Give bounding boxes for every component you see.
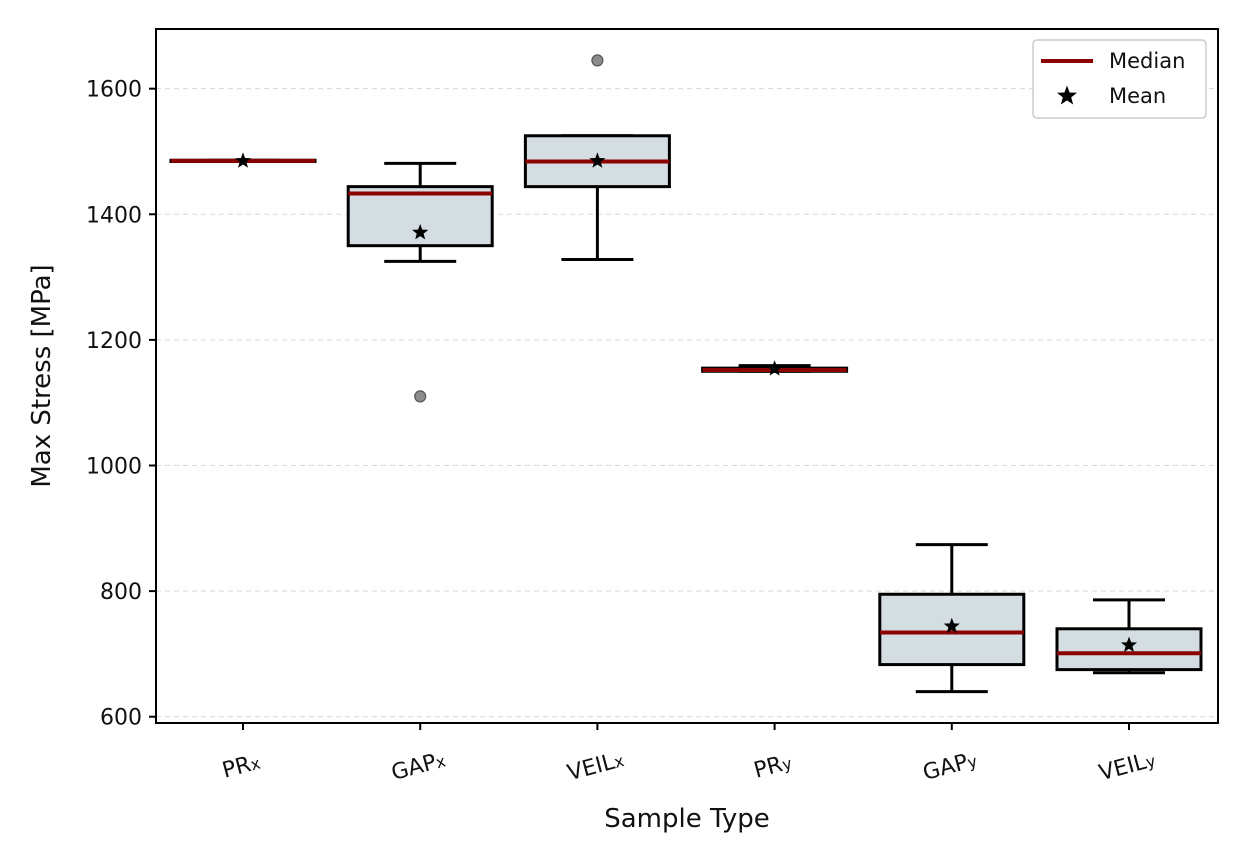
box-pr-y [701,360,849,376]
box-pr-x [169,152,317,168]
y-tick-label: 600 [100,706,142,731]
mean-marker [1120,636,1138,652]
outlier-point [591,54,604,67]
mean-marker [234,152,252,168]
box-iqr [1055,627,1203,672]
y-tick-label: 1200 [86,329,142,354]
box-gap-y [878,543,1026,694]
x-tick-label: PRy [751,750,794,784]
mean-marker [412,223,429,240]
grid-lines [156,88,1218,718]
legend-label-median: Median [1109,49,1185,73]
y-tick-label: 1600 [86,78,142,103]
box-veil-x [523,54,671,261]
x-axis-title: Sample Type [604,804,769,834]
mean-marker [589,152,606,168]
box-gap-x [346,161,494,403]
mean-marker [766,360,783,376]
y-tick-label: 1000 [86,454,142,479]
plot-area-frame [155,28,1219,724]
x-tick-label: VEILx [565,747,627,786]
y-tick-label: 1400 [86,203,142,228]
x-tick-label: PRx [220,750,263,784]
box-plot-series [169,54,1203,694]
mean-marker [943,617,960,634]
y-tick-label: 800 [100,580,142,605]
box-veil-y [1055,598,1203,675]
legend-label-mean: Mean [1109,84,1166,108]
legend-mean-swatch [1057,85,1077,105]
y-axis-title: Max Stress [MPa] [27,264,57,487]
outlier-point [414,390,427,403]
x-tick-label: VEILy [1096,747,1158,786]
x-tick-label: GAPy [920,748,979,786]
x-tick-label: GAPx [389,748,448,786]
legend: Median Mean [1032,39,1207,119]
